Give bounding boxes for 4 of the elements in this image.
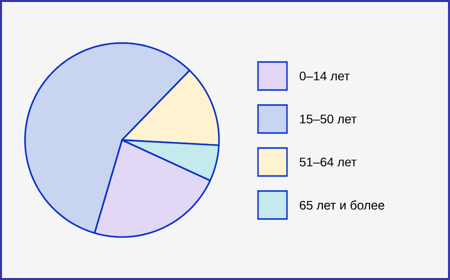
legend-label: 51–64 лет (300, 158, 357, 166)
legend-label: 0–14 лет (300, 72, 350, 80)
legend-label: 15–50 лет (300, 114, 357, 124)
legend-label: 65 лет и более (300, 200, 384, 210)
